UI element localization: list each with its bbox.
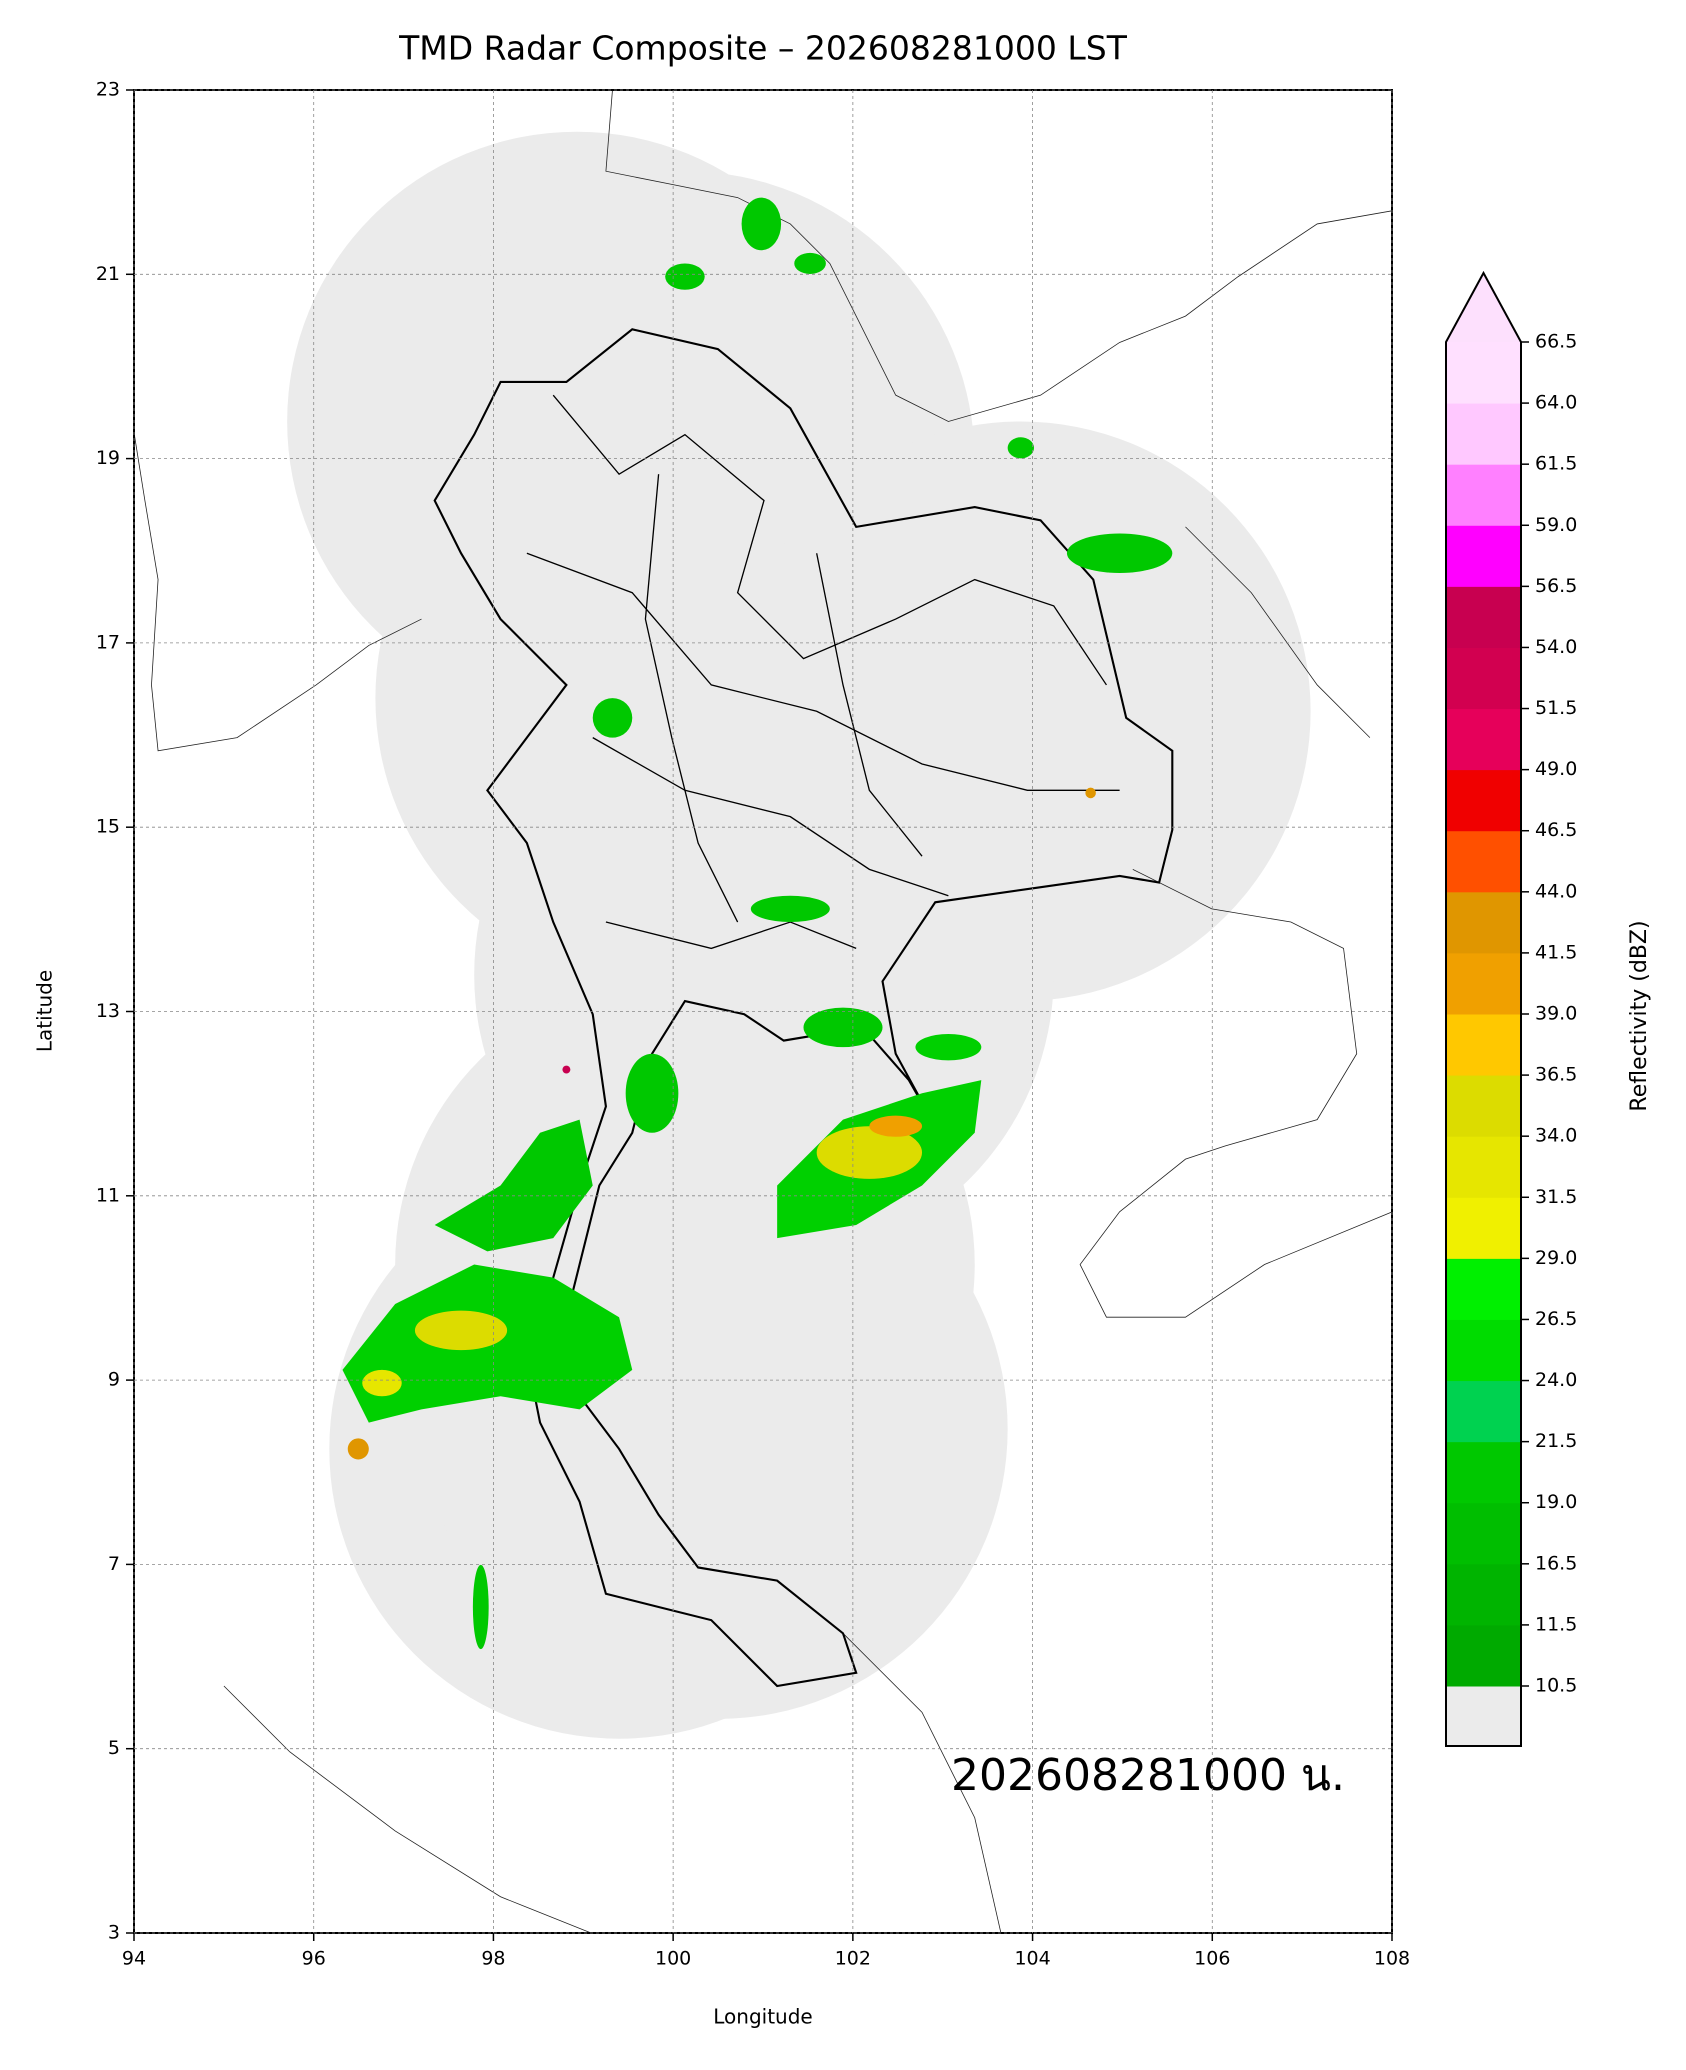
- y-axis-label: Latitude: [33, 970, 57, 1052]
- y-tick-label: 5: [108, 1737, 120, 1759]
- x-tick-label: 108: [1374, 1948, 1410, 1970]
- map-shapes: [134, 90, 1392, 1933]
- y-tick-label: 21: [96, 263, 120, 285]
- colorbar-segment: [1446, 464, 1521, 526]
- colorbar-tick-label: 41.5: [1535, 941, 1577, 963]
- y-tick-label: 17: [96, 631, 120, 653]
- colorbar-label: Reflectivity (dBZ): [1627, 920, 1652, 1111]
- colorbar-tick-label: 49.0: [1535, 758, 1577, 780]
- colorbar-segment: [1446, 1624, 1521, 1687]
- colorbar-segment: [1446, 1136, 1521, 1198]
- colorbar-tick-label: 34.0: [1535, 1125, 1577, 1147]
- colorbar-segment: [1446, 1441, 1521, 1504]
- colorbar-segment: [1446, 1258, 1521, 1320]
- colorbar-tick-label: 36.5: [1535, 1064, 1577, 1086]
- colorbar-tick-label: 46.5: [1535, 819, 1577, 841]
- colorbar-segment: [1446, 769, 1521, 832]
- colorbar-tick-label: 44.0: [1535, 880, 1577, 902]
- colorbar-segment: [1446, 1197, 1521, 1259]
- colorbar-segment: [1446, 1502, 1521, 1565]
- rain-echoes: [342, 197, 1173, 1650]
- x-tick-label: 104: [1014, 1948, 1050, 1970]
- colorbar-tick-label: 59.0: [1535, 514, 1577, 536]
- colorbar-segment: [1446, 1014, 1521, 1076]
- colorbar-tick-label: 61.5: [1535, 453, 1577, 475]
- colorbar-tick-label: 31.5: [1535, 1186, 1577, 1208]
- country-border: [433, 328, 1174, 1688]
- colorbar-tick-label: 56.5: [1535, 575, 1577, 597]
- colorbar-segment: [1446, 952, 1521, 1015]
- x-tick-label: 94: [122, 1948, 146, 1970]
- timestamp-annotation: 202608281000 น.: [951, 1750, 1345, 1801]
- colorbar-segment: [1446, 403, 1521, 465]
- x-tick-label: 100: [655, 1948, 691, 1970]
- colorbar-tick-label: 64.0: [1535, 392, 1577, 414]
- colorbar-tick-label: 29.0: [1535, 1247, 1577, 1269]
- colorbar-over: [1446, 273, 1521, 342]
- y-tick-label: 13: [96, 1000, 120, 1022]
- y-tick-label: 3: [108, 1922, 120, 1944]
- colorbar-segment: [1446, 1319, 1521, 1382]
- x-tick-label: 102: [835, 1948, 871, 1970]
- neighbor-borders: [134, 90, 1392, 1933]
- colorbar-segment: [1446, 708, 1521, 771]
- colorbar-segment: [1446, 1075, 1521, 1137]
- y-tick-label: 15: [96, 816, 120, 838]
- colorbar-tick-label: 16.5: [1535, 1552, 1577, 1574]
- colorbar-tick-label: 26.5: [1535, 1308, 1577, 1330]
- colorbar-tick-label: 51.5: [1535, 697, 1577, 719]
- colorbar-tick-label: 10.5: [1535, 1675, 1577, 1697]
- colorbar-under: [1446, 1686, 1521, 1746]
- x-tick-label: 96: [302, 1948, 326, 1970]
- colorbar-segment: [1446, 342, 1521, 404]
- colorbar-segment: [1446, 1563, 1521, 1626]
- y-tick-label: 19: [96, 447, 120, 469]
- colorbar-tick-label: 54.0: [1535, 636, 1577, 658]
- colorbar-frame: [1445, 270, 1522, 1747]
- colorbar-segment: [1446, 525, 1521, 587]
- colorbar-segment: [1446, 647, 1521, 710]
- colorbar-segment: [1446, 1380, 1521, 1443]
- chart-title: TMD Radar Composite – 202608281000 LST: [398, 29, 1128, 68]
- colorbar-segment: [1446, 830, 1521, 893]
- colorbar-segment: [1446, 586, 1521, 648]
- colorbar-tick-label: 19.0: [1535, 1491, 1577, 1513]
- map-layer: [134, 90, 1392, 1933]
- x-axis-label: Longitude: [713, 2005, 812, 2029]
- y-tick-label: 11: [96, 1184, 120, 1206]
- x-tick-label: 106: [1194, 1948, 1230, 1970]
- province-borders: [526, 394, 1120, 950]
- y-tick-label: 7: [108, 1553, 120, 1575]
- colorbar-tick-label: 66.5: [1535, 331, 1577, 353]
- colorbar-tick-label: 39.0: [1535, 1003, 1577, 1025]
- colorbar-tick-label: 11.5: [1535, 1613, 1577, 1635]
- colorbar-tick-label: 24.0: [1535, 1369, 1577, 1391]
- y-tick-label: 23: [96, 79, 120, 101]
- colorbar-segment: [1446, 891, 1521, 954]
- x-tick-label: 98: [481, 1948, 505, 1970]
- colorbar-tick-label: 21.5: [1535, 1430, 1577, 1452]
- y-tick-label: 9: [108, 1369, 120, 1391]
